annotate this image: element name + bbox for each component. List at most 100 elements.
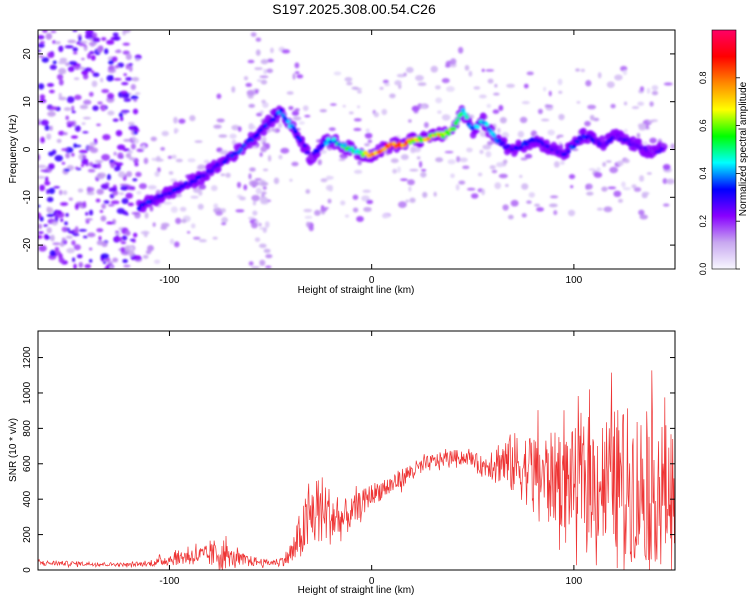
noise-blob [441,78,450,84]
noise-blob [44,125,50,131]
noise-blob [186,231,191,234]
noise-blob [494,182,502,190]
noise-blob [97,162,102,169]
x-tick-label: 100 [566,275,583,286]
noise-blob [133,127,139,130]
noise-blob [50,234,55,242]
noise-blob [82,235,88,239]
noise-blob [254,178,262,181]
noise-blob [352,194,359,200]
noise-blob [466,187,476,191]
noise-blob [52,221,58,226]
noise-blob [102,261,107,265]
noise-blob [304,215,313,219]
noise-blob [123,264,131,268]
noise-blob [46,213,55,218]
noise-blob [58,96,67,101]
ridge-core [249,138,255,143]
noise-blob [250,32,257,37]
y-tick-label: -20 [22,237,33,252]
noise-blob [663,203,670,207]
noise-blob [66,123,73,128]
ridge-core [451,126,457,131]
noise-blob [118,236,123,242]
noise-blob [247,95,254,99]
noise-blob [92,37,101,43]
ridge-core [459,112,464,117]
noise-blob [82,131,89,134]
spectrogram-y-ticks: -20 -10 0 10 20 [22,48,675,252]
chart-title: S197.2025.308.00.54.C26 [272,1,436,17]
noise-blob [325,175,333,180]
noise-blob [303,208,313,213]
snr-y-label: SNR (10 * v/v) [8,418,19,482]
noise-blob [506,83,515,88]
noise-blob [408,186,412,192]
noise-blob [87,147,94,151]
noise-blob [86,187,95,192]
noise-blob [125,213,129,216]
y-tick-label: 1200 [22,346,33,369]
noise-blob [122,42,130,46]
noise-blob [304,114,311,118]
noise-blob [40,119,49,126]
noise-blob [495,162,504,168]
y-tick-label: 400 [22,490,33,507]
noise-blob [48,151,54,157]
noise-blob [131,136,136,142]
noise-blob [58,45,64,53]
noise-blob [170,178,178,182]
noise-blob [423,122,429,128]
y-tick-label: 1000 [22,381,33,404]
noise-blob [150,136,157,142]
noise-blob [103,200,110,204]
noise-blob [122,258,128,264]
noise-blob [558,90,563,94]
noise-blob [128,63,133,67]
noise-blob [38,35,45,40]
noise-blob [298,121,305,125]
noise-blob [302,105,309,112]
noise-blob [44,233,49,241]
noise-blob [63,107,72,111]
noise-blob [637,101,645,106]
noise-blob [190,195,199,199]
noise-blob [128,121,135,126]
ridge-core [342,143,347,148]
noise-blob [123,138,132,142]
noise-blob [138,183,147,190]
noise-blob [99,209,104,213]
noise-blob [101,88,110,94]
noise-blob [142,254,149,259]
noise-blob [353,118,362,122]
noise-blob [109,193,115,199]
noise-blob [63,168,71,172]
noise-blob [120,90,128,94]
noise-blob [197,203,204,210]
noise-blob [71,110,76,114]
snr-panel: -100 0 100 0 200 400 600 800 1000 1200 Height of… [8,330,676,596]
noise-blob [405,66,414,74]
noise-blob [409,168,419,172]
noise-blob [252,210,258,216]
noise-blob [133,255,142,261]
noise-blob [487,140,494,146]
noise-blob [521,183,529,190]
noise-blob [52,242,61,246]
noise-blob [496,127,501,134]
noise-blob [77,188,84,193]
noise-blob [46,133,52,140]
noise-blob [115,129,123,137]
noise-blob [444,150,454,154]
ridge-core [302,143,307,148]
noise-blob [61,237,66,242]
noise-blob [81,158,89,165]
noise-blob [364,132,373,139]
noise-blob [175,158,183,163]
noise-blob [68,61,78,66]
noise-blob [61,161,66,165]
ridge-halo [598,135,606,143]
noise-blob [494,83,498,88]
noise-blob [549,195,559,199]
